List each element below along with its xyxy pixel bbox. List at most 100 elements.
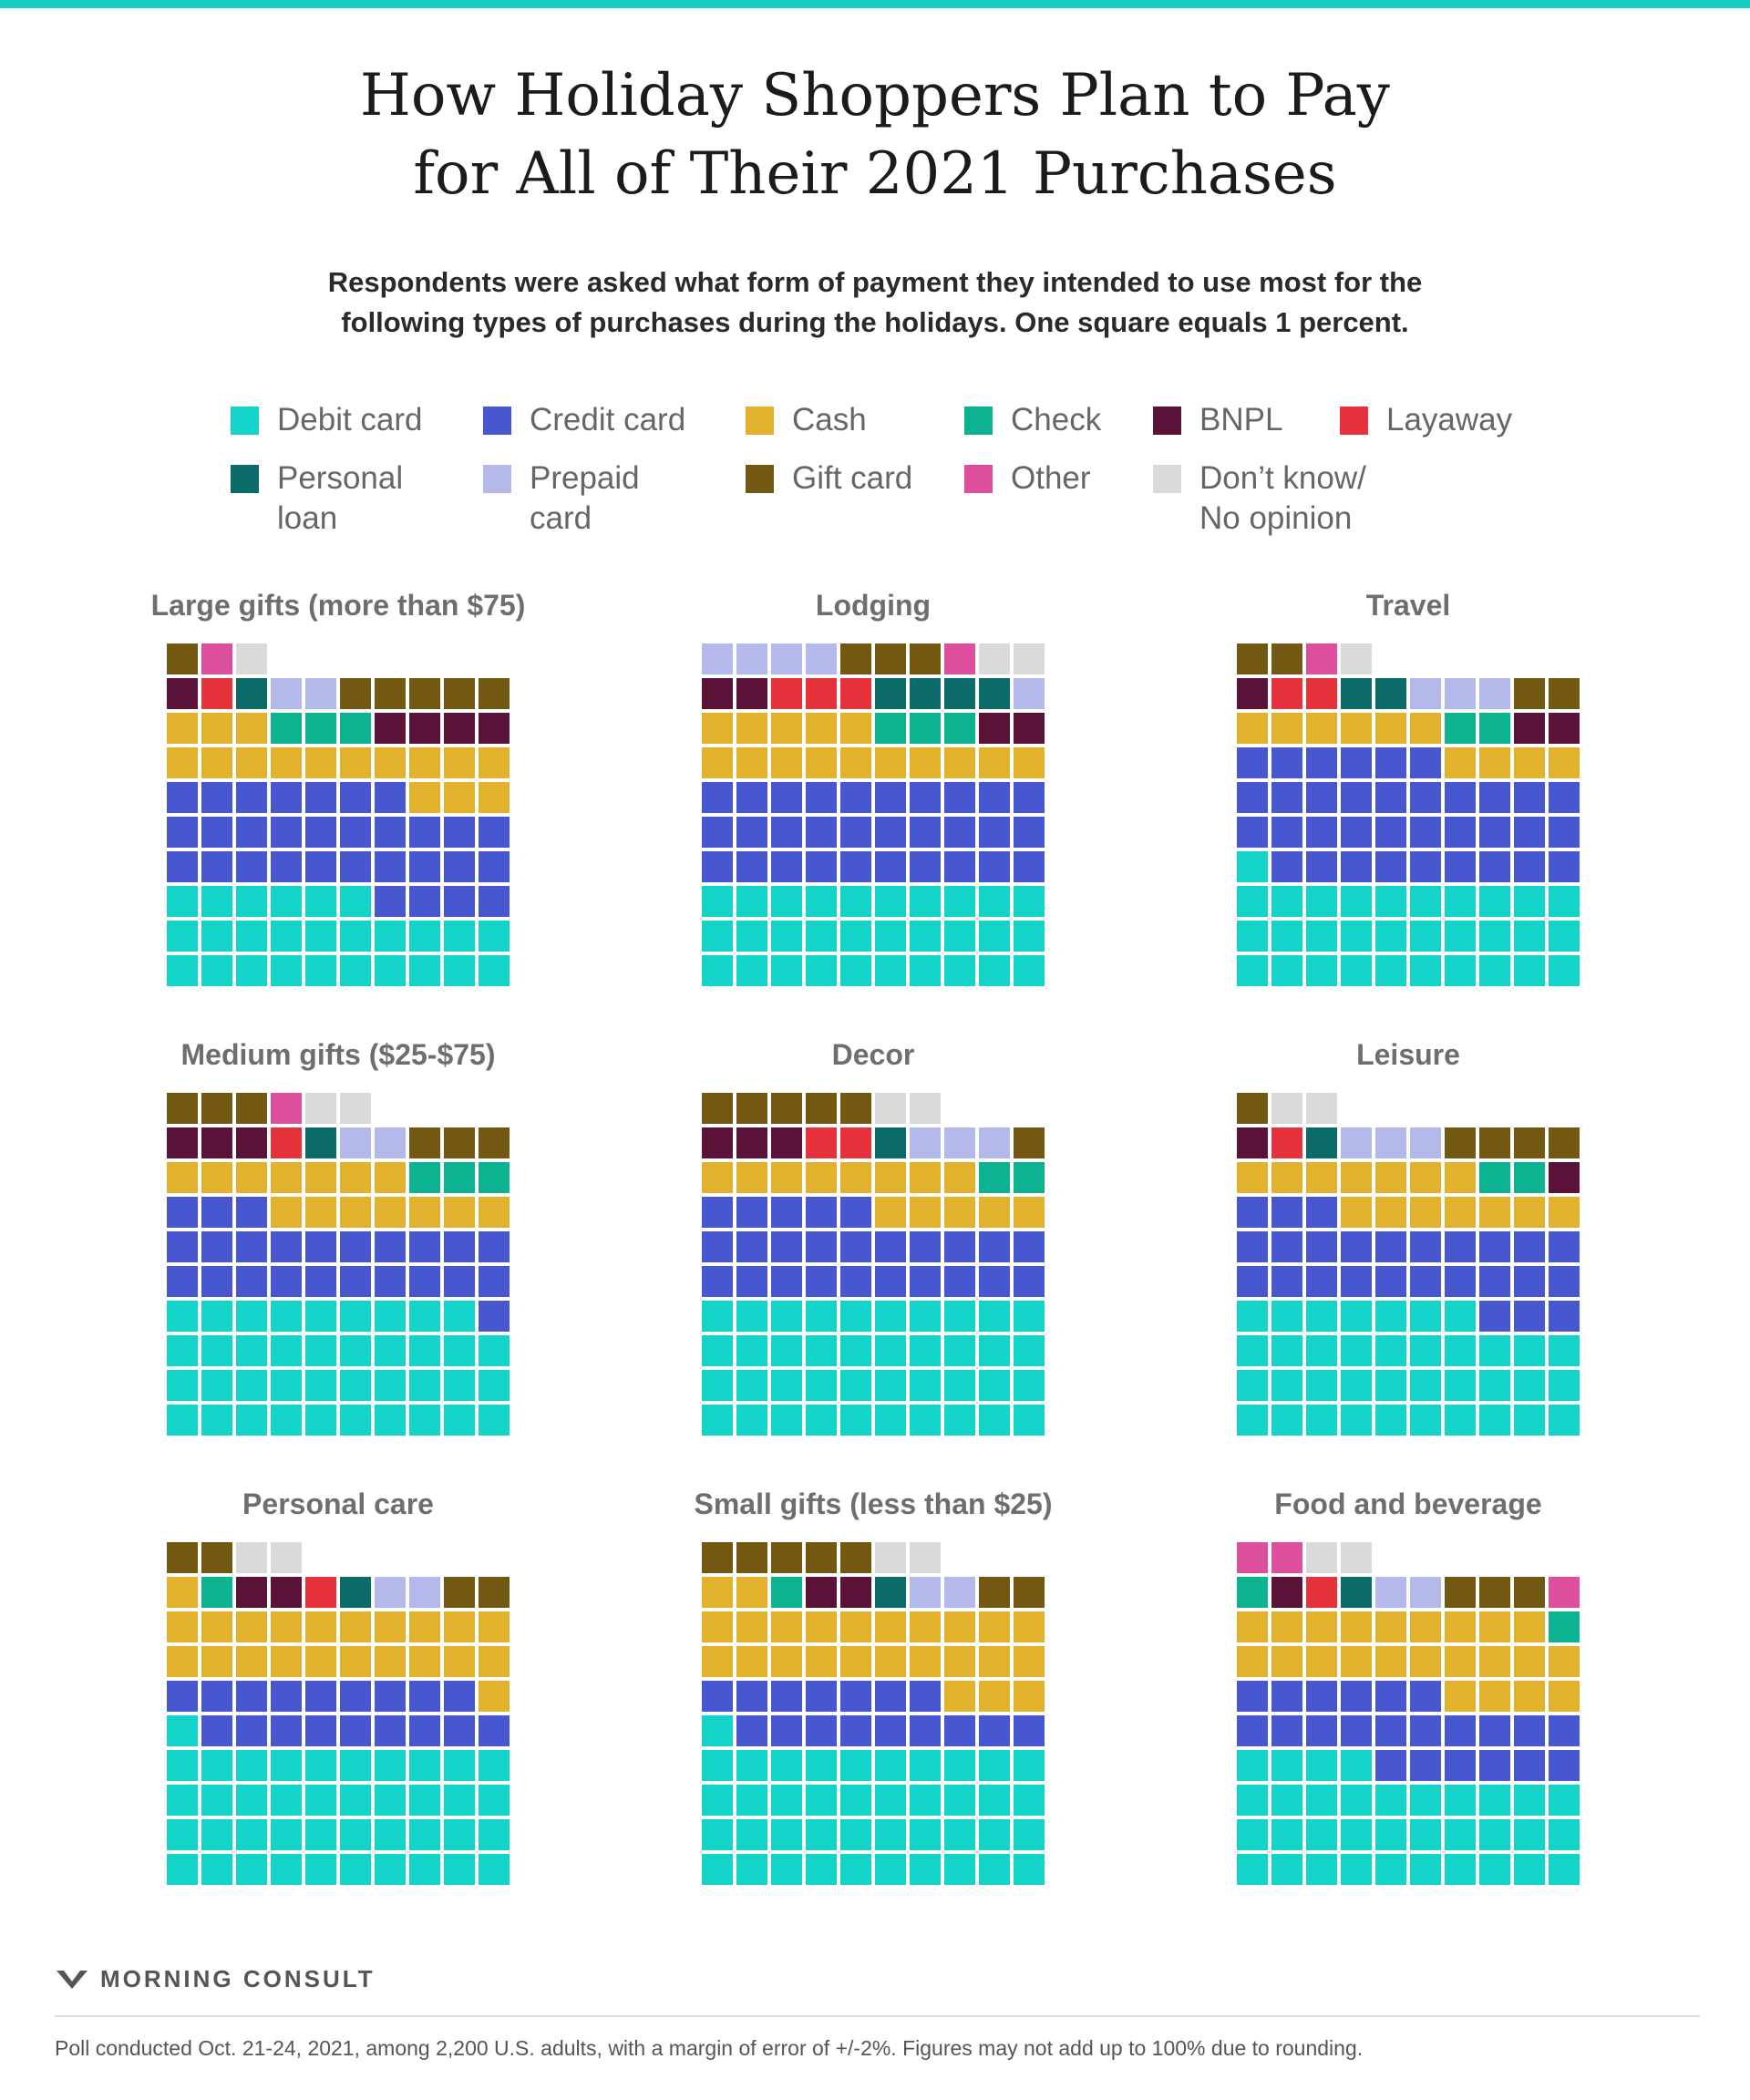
waffle-square-prepaid	[1479, 678, 1510, 709]
waffle-square-debit	[1514, 1819, 1545, 1850]
waffle-square-debit	[236, 955, 267, 986]
waffle-square-gift	[1514, 1127, 1545, 1158]
waffle-square-debit	[167, 921, 198, 952]
waffle-square-credit	[167, 817, 198, 848]
waffle-square-debit	[806, 1819, 837, 1850]
waffle-square-debit	[1341, 1405, 1372, 1436]
waffle-square-credit	[375, 886, 406, 917]
waffle-square-cash	[806, 713, 837, 744]
waffle-panel	[1237, 1093, 1580, 1436]
waffle-square-debit	[1341, 1750, 1372, 1781]
waffle-square-cash	[1014, 1646, 1045, 1677]
waffle-square-debit	[1306, 1335, 1337, 1366]
waffle-square-credit	[944, 1231, 975, 1262]
waffle-square-prepaid	[375, 1127, 406, 1158]
waffle-square-debit	[702, 1370, 733, 1401]
waffle-square-layaway	[1306, 1577, 1337, 1608]
waffle-square-debit	[1445, 1405, 1476, 1436]
waffle-square-debit	[1479, 886, 1510, 917]
waffle-square-cash	[1514, 747, 1545, 778]
waffle-square-credit	[979, 1715, 1010, 1746]
waffle-square-credit	[1014, 782, 1045, 813]
waffle-square-credit	[236, 851, 267, 882]
waffle-square-debit	[167, 1854, 198, 1885]
waffle-square-cash	[1237, 1646, 1268, 1677]
waffle-square-gift	[736, 1542, 767, 1573]
waffle-square-prepaid	[771, 643, 802, 674]
waffle-square-credit	[1237, 747, 1268, 778]
waffle-square-credit	[409, 1266, 440, 1297]
waffle-square-debit	[1375, 1819, 1406, 1850]
waffle-square-debit	[236, 1785, 267, 1816]
waffle-square-credit	[1014, 851, 1045, 882]
waffle-square-credit	[1306, 747, 1337, 778]
waffle-square-credit	[875, 1681, 906, 1712]
waffle-square-cash	[444, 782, 475, 813]
waffle-square-debit	[944, 886, 975, 917]
waffle-square-debit	[910, 1370, 941, 1401]
waffle-square-cash	[771, 713, 802, 744]
waffle-square-credit	[1549, 817, 1580, 848]
waffle-square-bnpl	[979, 713, 1010, 744]
waffle-square-credit	[806, 1715, 837, 1746]
waffle-square-prepaid	[1014, 678, 1045, 709]
waffle-square-debit	[305, 955, 336, 986]
waffle-square-credit	[979, 817, 1010, 848]
waffle-square-debit	[201, 1785, 232, 1816]
waffle-square-cash	[236, 747, 267, 778]
waffle-square-credit	[1514, 1750, 1545, 1781]
waffle-square-debit	[1514, 955, 1545, 986]
waffle-square-credit	[1514, 851, 1545, 882]
waffle-square-debit	[1479, 955, 1510, 986]
waffle-square-debit	[806, 1785, 837, 1816]
waffle-square-credit	[340, 1231, 371, 1262]
waffle-square-debit	[736, 1854, 767, 1885]
waffle-square-credit	[1514, 817, 1545, 848]
waffle-panel	[1237, 643, 1580, 986]
waffle-square-cash	[1237, 713, 1268, 744]
waffle-square-cash	[702, 713, 733, 744]
waffle-square-debit	[910, 1785, 941, 1816]
waffle-square-prepaid	[702, 643, 733, 674]
waffle-square-debit	[1306, 921, 1337, 952]
panel-title: Leisure	[1356, 1038, 1460, 1071]
waffle-square-credit	[1341, 1681, 1372, 1712]
waffle-square-credit	[1271, 1266, 1302, 1297]
waffle-square-debit	[1479, 1370, 1510, 1401]
waffle-square-debit	[771, 955, 802, 986]
waffle-square-debit	[236, 886, 267, 917]
waffle-square-cash	[1306, 1162, 1337, 1193]
waffle-square-debit	[1237, 1335, 1268, 1366]
waffle-square-credit	[444, 1681, 475, 1712]
waffle-square-cash	[1479, 1197, 1510, 1228]
waffle-square-debit	[979, 1301, 1010, 1332]
waffle-square-gift	[1237, 643, 1268, 674]
waffle-square-cash	[702, 1162, 733, 1193]
waffle-square-cash	[979, 1646, 1010, 1677]
waffle-square-credit	[375, 1266, 406, 1297]
waffle-square-credit	[444, 1266, 475, 1297]
waffle-square-debit	[444, 1335, 475, 1366]
waffle-square-cash	[1514, 1611, 1545, 1642]
waffle-square-debit	[806, 1750, 837, 1781]
waffle-square-cash	[702, 1577, 733, 1608]
waffle-square-credit	[271, 1231, 302, 1262]
waffle-square-credit	[702, 782, 733, 813]
waffle-square-debit	[1549, 1785, 1580, 1816]
waffle-square-credit	[1306, 1197, 1337, 1228]
waffle-square-prepaid	[910, 1577, 941, 1608]
waffle-square-credit	[1410, 817, 1441, 848]
waffle-square-credit	[236, 817, 267, 848]
waffle-square-cash	[875, 1611, 906, 1642]
waffle-square-cash	[340, 1197, 371, 1228]
waffle-square-debit	[305, 1370, 336, 1401]
waffle-square-check	[910, 713, 941, 744]
waffle-square-cash	[1014, 1681, 1045, 1712]
waffle-square-credit	[1445, 851, 1476, 882]
waffle-square-gift	[1271, 643, 1302, 674]
waffle-square-check	[771, 1577, 802, 1608]
waffle-square-credit	[1549, 851, 1580, 882]
waffle-square-debit	[806, 1335, 837, 1366]
waffle-square-credit	[1410, 782, 1441, 813]
waffle-square-cash	[1549, 1646, 1580, 1677]
